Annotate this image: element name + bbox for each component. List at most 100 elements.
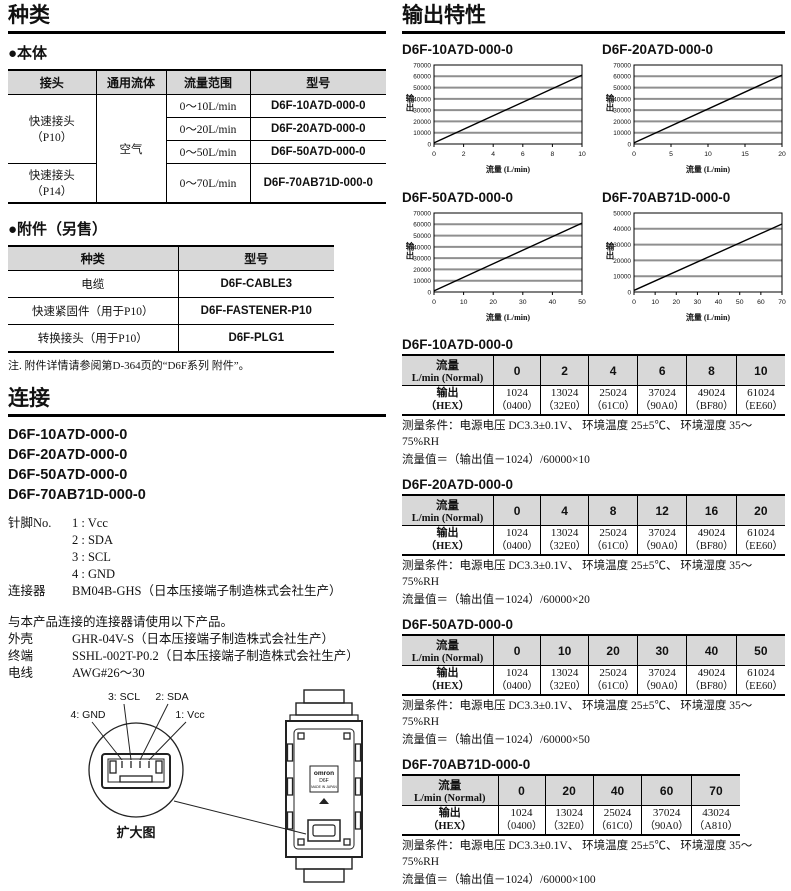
output-table-title: D6F-10A7D-000-0 (402, 337, 514, 352)
pin-value: 1 : Vcc (72, 516, 108, 530)
table-header-row: 接头 通用流体 流量范围 型号 (7, 69, 387, 95)
pin-value: 4 : GND (72, 567, 116, 581)
y-tick-label: 60000 (413, 74, 431, 81)
flow-value-cell: 10 (540, 634, 590, 666)
output-table-block: D6F-50A7D-000-0 流量 L/min (Normal) 0 10 20 30 4… (401, 617, 786, 748)
y-axis-label: 输 (406, 94, 415, 104)
output-table-value-row: 输出 （HEX） 1024 （0400） 13024 （32E0） 25024 （61C0） 3… (401, 665, 786, 696)
y-axis-label: 出 (606, 103, 615, 113)
connector-p14-cell: 快速接头 （P14） (7, 163, 97, 204)
model-cell: D6F-FASTENER-P10 (177, 297, 335, 325)
connector-row: 连接器 BM04B-GHS（日本压接端子制造株式会社生产） (8, 583, 386, 600)
chart-block: D6F-50A7D-000-0 0 10000 20000 30000 40000 500… (402, 190, 586, 328)
chart-title: D6F-10A7D-000-0 (402, 42, 514, 57)
model-cell: D6F-10A7D-000-0 (249, 94, 387, 118)
y-axis-label: 出 (406, 251, 415, 261)
measure-condition: 测量条件：电源电压 DC3.3±0.1V、 环境温度 25±5℃、 环境湿度 3… (402, 700, 753, 728)
y-tick-label: 50000 (613, 85, 631, 92)
flow-value-cell: 0 (493, 634, 542, 666)
x-tick-label: 8 (551, 151, 555, 158)
pin-value: 2 : SDA (72, 533, 113, 547)
x-tick-label: 30 (694, 299, 702, 306)
y-tick-label: 40000 (613, 96, 631, 103)
y-tick-label: 0 (427, 141, 431, 148)
y-tick-label: 10000 (613, 274, 631, 281)
x-tick-label: 5 (669, 151, 673, 158)
y-axis-label: 出 (606, 251, 615, 261)
y-tick-label: 0 (427, 289, 431, 296)
connection-section-title: 连接 (8, 387, 386, 417)
kind-cell: 电缆 (7, 270, 179, 298)
chart-svg: 0 10000 20000 30000 40000 50000 60000 70000 0 2 4 6… (406, 62, 586, 174)
output-value-cell: 61024 （EE60） (735, 665, 786, 696)
output-value-cell: 13024 （32E0） (544, 805, 594, 836)
x-tick-label: 20 (778, 151, 786, 158)
flow-formula: 流量值＝（输出值－1024）/60000×20 (402, 594, 590, 606)
plot-frame (633, 212, 783, 293)
col-header-model: 型号 (177, 245, 335, 271)
accessories-table: 种类 型号 电缆 D6F-CABLE3 快速紧固件（用于P10） D6F-FAS… (7, 245, 335, 353)
output-header-cell: 输出 （HEX） (401, 385, 495, 416)
data-line (633, 223, 783, 292)
output-value-cell: 1024 （0400） (493, 385, 542, 416)
flow-value-cell: 16 (686, 494, 737, 526)
y-tick-label: 50000 (413, 85, 431, 92)
output-value-cell: 37024 （90A0） (641, 805, 692, 836)
y-tick-label: 30000 (413, 256, 431, 263)
terminal-value: SSHL-002T-P0.2（日本压接端子制造株式会社生产） (72, 649, 359, 663)
x-tick-label: 50 (736, 299, 744, 306)
flow-value-cell: 4 (588, 354, 638, 386)
housing-value: GHR-04V-S（日本压接端子制造株式会社生产） (72, 632, 335, 646)
pin-row: 4 : GND (8, 566, 386, 583)
output-table-block: D6F-10A7D-000-0 流量 L/min (Normal) 0 2 4 6 8 10 输… (401, 337, 786, 468)
output-value-cell: 25024 （61C0） (588, 385, 638, 416)
x-tick-label: 40 (715, 299, 723, 306)
flow-value-cell: 70 (690, 774, 741, 806)
output-table-header-row: 流量 L/min (Normal) 0 10 20 30 40 50 (401, 634, 786, 666)
pin-label-gnd: 4: GND (70, 709, 105, 721)
y-tick-label: 30000 (613, 108, 631, 115)
model-cell: D6F-50A7D-000-0 (249, 140, 387, 164)
y-tick-label: 40000 (413, 96, 431, 103)
output-value-cell: 25024 （61C0） (588, 665, 638, 696)
range-cell: 0～20L/min (165, 117, 251, 141)
pin-label-vcc: 1: Vcc (175, 709, 204, 721)
output-header-cell: 输出 （HEX） (401, 525, 495, 556)
pin-value: 3 : SCL (72, 550, 111, 564)
chart-title: D6F-70AB71D-000-0 (602, 190, 731, 205)
output-value-cell: 49024 （BF80） (686, 525, 737, 556)
flow-value-cell: 20 (735, 494, 786, 526)
x-tick-label: 0 (632, 299, 636, 306)
x-axis-label: 流量 (L/min) (686, 164, 731, 174)
x-tick-label: 50 (578, 299, 586, 306)
x-tick-label: 20 (489, 299, 497, 306)
brand-text: omron (314, 770, 334, 777)
output-value-cell: 1024 （0400） (493, 525, 542, 556)
data-line (433, 222, 583, 292)
output-value-cell: 1024 （0400） (497, 805, 546, 836)
col-header-model: 型号 (249, 69, 387, 95)
housing-label: 外壳 (8, 632, 34, 646)
y-tick-label: 10000 (413, 278, 431, 285)
table-row: 快速接头 （P10） 空气 0～10L/min D6F-10A7D-000-0 (7, 94, 387, 204)
x-axis-label: 流量 (L/min) (686, 312, 731, 322)
output-value-cell: 37024 （90A0） (636, 525, 688, 556)
fluid-cell: 空气 (95, 94, 167, 204)
model-line: D6F-10A7D-000-0 (8, 427, 128, 443)
range-cell: 0～50L/min (165, 140, 251, 164)
housing-row: 外壳 GHR-04V-S（日本压接端子制造株式会社生产） (8, 631, 386, 648)
flow-value-cell: 0 (497, 774, 546, 806)
output-table-value-row: 输出 （HEX） 1024 （0400） 13024 （32E0） 25024 （61C0） 3… (401, 385, 786, 416)
col-header-range: 流量范围 (165, 69, 251, 95)
y-tick-label: 60000 (413, 222, 431, 229)
flow-header-cell: 流量 L/min (Normal) (401, 494, 495, 526)
output-value-cell: 13024 （32E0） (540, 665, 590, 696)
x-tick-label: 2 (462, 151, 466, 158)
flow-value-cell: 30 (636, 634, 688, 666)
output-header-cell: 输出 （HEX） (401, 665, 495, 696)
x-tick-label: 0 (632, 151, 636, 158)
x-axis-label: 流量 (L/min) (486, 164, 531, 174)
body-subtitle: ●本体 (8, 46, 48, 62)
output-value-table: 流量 L/min (Normal) 0 20 40 60 70 输出 （HEX） 1024 （040… (401, 774, 741, 836)
y-tick-label: 0 (627, 141, 631, 148)
